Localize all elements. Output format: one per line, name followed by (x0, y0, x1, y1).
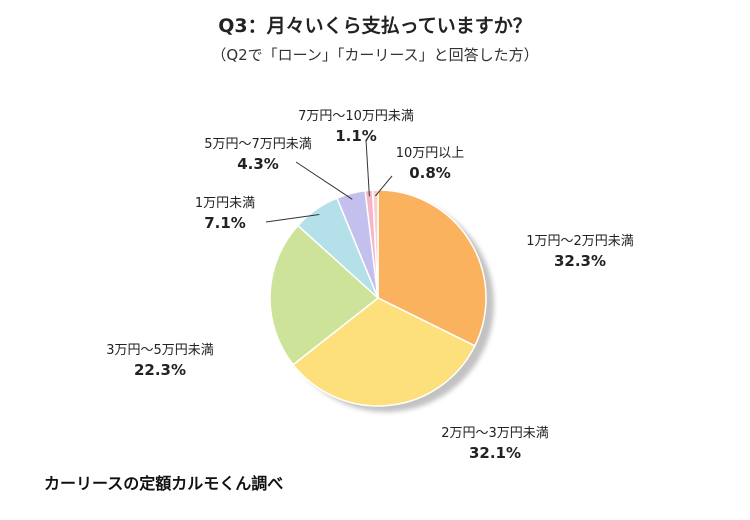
slice-category-label: 1万円〜2万円未満 (526, 234, 634, 249)
slice-value-label: 4.3% (237, 155, 279, 173)
chart-title: Q3：月々いくら支払っていますか？ (218, 15, 531, 37)
slice-category-label: 5万円〜7万円未満 (204, 137, 312, 152)
slice-value-label: 7.1% (204, 214, 246, 232)
leader-line (295, 161, 353, 200)
source-note: カーリースの定額カルモくん調べ (44, 474, 284, 493)
slice-labels: 1万円〜2万円未満 32.3% 2万円〜3万円未満 32.1% 3万円〜5万円未満 22.… (106, 109, 634, 462)
slice-value-label: 0.8% (409, 164, 451, 182)
chart-subtitle: （Q2で「ローン」「カーリース」と回答した方） (211, 46, 538, 64)
slice-category-label: 3万円〜5万円未満 (106, 343, 214, 358)
slice-value-label: 32.1% (469, 444, 521, 462)
pie-slice (269, 224, 380, 366)
slice-value-label: 1.1% (335, 127, 377, 145)
leader-lines (265, 139, 393, 223)
leader-line (375, 175, 393, 197)
leader-line (365, 139, 370, 197)
pie-slices (269, 189, 487, 407)
slice-category-label: 2万円〜3万円未満 (441, 426, 549, 441)
slice-category-label: 10万円以上 (396, 146, 465, 161)
pie-slice (371, 189, 379, 299)
slice-category-label: 1万円未満 (195, 196, 255, 211)
pie-slice (292, 297, 476, 407)
leader-line (265, 214, 320, 223)
pie-slice (377, 189, 487, 347)
slice-category-label: 7万円〜10万円未満 (298, 109, 414, 124)
slice-value-label: 22.3% (134, 361, 186, 379)
slice-value-label: 32.3% (554, 252, 606, 270)
